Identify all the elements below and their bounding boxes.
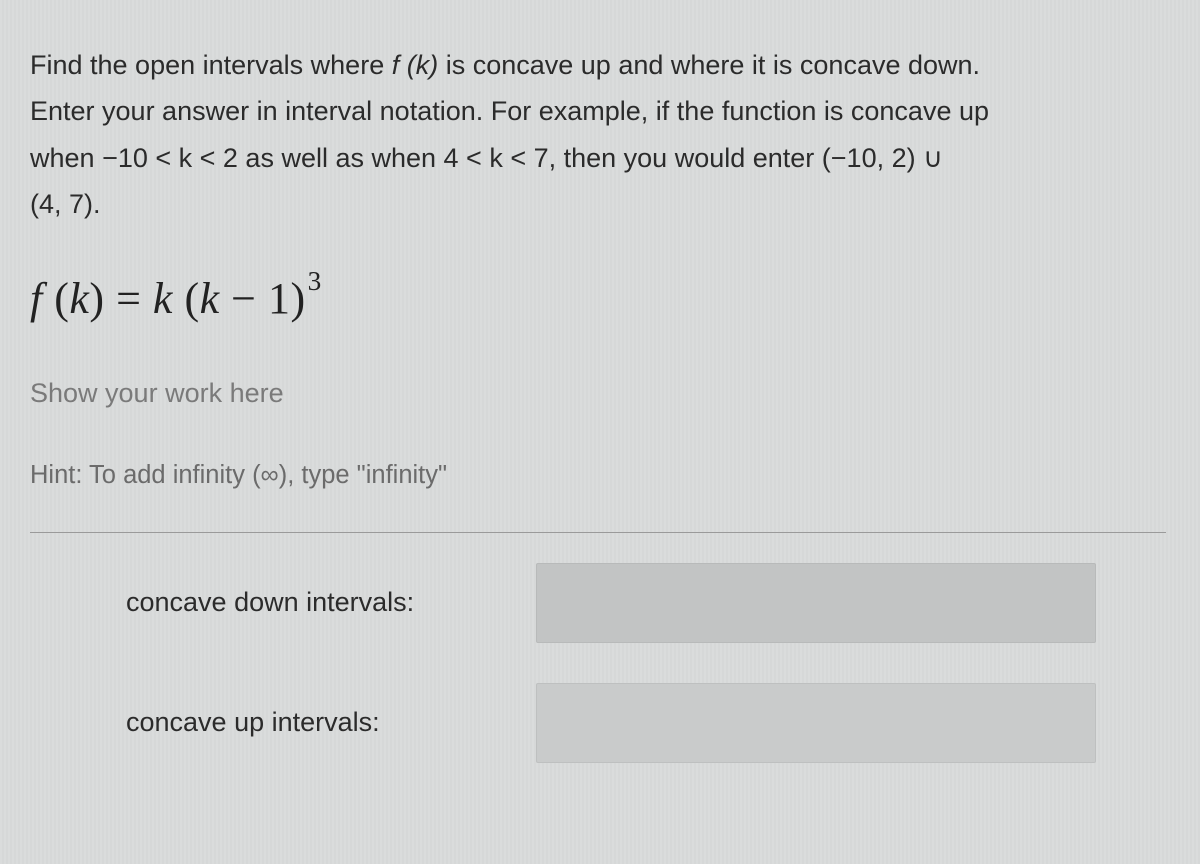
- problem-line2: Enter your answer in interval notation. …: [30, 96, 989, 126]
- formula-rhs-k: k: [153, 274, 173, 323]
- problem-line1-fk: f (k): [392, 50, 439, 80]
- problem-line1-prefix: Find the open intervals where: [30, 50, 392, 80]
- infinity-hint: Hint: To add infinity (∞), type "infinit…: [30, 461, 1166, 490]
- concave-down-label: concave down intervals:: [126, 587, 536, 618]
- formula-lhs-f: f: [30, 274, 43, 323]
- concave-up-input[interactable]: [536, 683, 1096, 763]
- problem-line3-prefix: when: [30, 143, 102, 173]
- formula-lhs-open: (: [43, 274, 70, 323]
- problem-line3-mid: as well as when: [238, 143, 444, 173]
- concave-down-input[interactable]: [536, 563, 1096, 643]
- formula-lhs-k: k: [69, 274, 89, 323]
- formula-rhs-open: (: [173, 274, 200, 323]
- concave-down-row: concave down intervals:: [30, 563, 1166, 643]
- problem-line4-interval2: (4, 7).: [30, 189, 101, 219]
- problem-line3-range2: 4 < k < 7: [444, 143, 549, 173]
- problem-line3-interval1: (−10, 2) ∪: [822, 143, 943, 173]
- formula-exponent: 3: [308, 266, 322, 296]
- problem-statement: Find the open intervals where f (k) is c…: [30, 42, 1166, 228]
- problem-line1-suffix: is concave up and where it is concave do…: [438, 50, 980, 80]
- formula-eq: =: [116, 274, 153, 323]
- formula-display: f (k) = k (k − 1)3: [30, 266, 1166, 324]
- concave-up-label: concave up intervals:: [126, 707, 536, 738]
- show-work-area[interactable]: Show your work here: [30, 378, 1166, 409]
- concave-up-row: concave up intervals:: [30, 683, 1166, 763]
- section-divider: [30, 532, 1166, 533]
- problem-line3-range1: −10 < k < 2: [102, 143, 238, 173]
- formula-rhs-km1-rest: − 1): [220, 274, 306, 323]
- question-page: Find the open intervals where f (k) is c…: [0, 0, 1200, 763]
- formula-lhs-close: ): [89, 274, 116, 323]
- answers-section: concave down intervals: concave up inter…: [30, 563, 1166, 763]
- formula-rhs-km1-k: k: [200, 274, 220, 323]
- problem-line3-suffix: , then you would enter: [549, 143, 822, 173]
